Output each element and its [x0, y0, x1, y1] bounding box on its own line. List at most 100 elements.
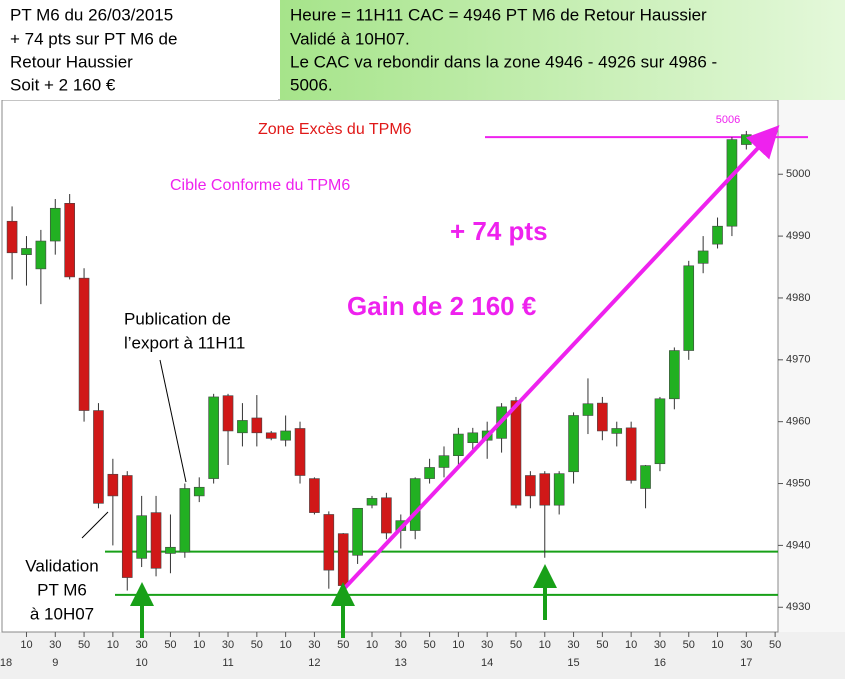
- x-tick-label: 30: [567, 639, 579, 651]
- pointer-line: [81, 511, 109, 539]
- validation-label: à 10H07: [30, 604, 94, 623]
- x-tick-label: 30: [136, 639, 148, 651]
- x-tick-label: 50: [78, 639, 90, 651]
- header-right-line: Heure = 11H11 CAC = 4946 PT M6 de Retour…: [290, 5, 707, 24]
- candle-body: [150, 512, 162, 569]
- x-tick-label: 50: [596, 639, 608, 651]
- x-hour-label: 18: [0, 657, 12, 669]
- candle-body: [337, 533, 349, 586]
- candle-body: [21, 248, 32, 255]
- y-tick-label: 5000: [786, 168, 810, 180]
- candle-body: [539, 473, 551, 506]
- x-hour-label: 10: [136, 657, 148, 669]
- x-tick-label: 50: [683, 639, 695, 651]
- publication-label: Publication de: [124, 309, 231, 328]
- candle-body: [64, 203, 75, 278]
- candle-body: [510, 400, 522, 506]
- x-hour-label: 15: [567, 657, 579, 669]
- candle-body: [568, 415, 579, 473]
- header-right-line: Le CAC va rebondir dans la zone 4946 - 4…: [290, 52, 717, 71]
- y-axis-band: [778, 100, 845, 632]
- candle-body: [121, 475, 133, 578]
- x-hour-label: 13: [395, 657, 407, 669]
- x-tick-label: 50: [164, 639, 176, 651]
- x-tick-label: 30: [654, 639, 666, 651]
- header-left-line: Retour Haussier: [10, 52, 133, 71]
- candle-body: [208, 396, 219, 479]
- candle-body: [323, 514, 335, 571]
- x-tick-label: 30: [740, 639, 752, 651]
- cible-label: Cible Conforme du TPM6: [170, 177, 350, 194]
- candle-body: [611, 428, 623, 434]
- candle-body: [582, 403, 594, 416]
- candle-body: [35, 240, 47, 270]
- x-tick-label: 10: [193, 639, 205, 651]
- y-tick-label: 4940: [786, 539, 810, 551]
- x-hour-label: 12: [308, 657, 320, 669]
- y-tick-label: 4970: [786, 354, 810, 366]
- candle-body: [424, 467, 435, 479]
- x-tick-label: 10: [107, 639, 119, 651]
- candle-body: [280, 430, 291, 441]
- candle-body: [107, 473, 119, 497]
- candle-body: [309, 478, 320, 513]
- pointer-line: [159, 359, 187, 483]
- x-tick-label: 30: [308, 639, 320, 651]
- candle-body: [625, 427, 637, 481]
- x-tick-label: 30: [222, 639, 234, 651]
- candle-body: [265, 432, 277, 439]
- validation-label: Validation: [25, 556, 98, 575]
- zone-label: Zone Excès du TPM6: [258, 121, 412, 138]
- header-left-line: + 74 pts sur PT M6 de: [10, 29, 177, 48]
- candle-body: [697, 250, 709, 264]
- candle-body: [409, 478, 421, 531]
- candle-body: [654, 398, 666, 465]
- header-left-line: Soit + 2 160 €: [10, 75, 116, 94]
- candle-body: [438, 455, 450, 468]
- x-axis-band: [0, 632, 845, 679]
- candle-body: [6, 220, 18, 254]
- candle-body: [467, 432, 479, 444]
- candle-body: [525, 475, 536, 497]
- x-tick-label: 30: [395, 639, 407, 651]
- x-tick-label: 50: [769, 639, 781, 651]
- candle-body: [741, 134, 752, 145]
- x-hour-label: 16: [654, 657, 666, 669]
- pts-label: + 74 pts: [450, 216, 548, 246]
- x-tick-label: 10: [452, 639, 464, 651]
- candle-body: [453, 433, 464, 456]
- x-tick-label: 50: [423, 639, 435, 651]
- y-tick-label: 4960: [786, 416, 810, 428]
- validation-label: PT M6: [37, 580, 87, 599]
- x-tick-label: 50: [251, 639, 263, 651]
- candle-body: [136, 515, 147, 559]
- x-hour-label: 9: [52, 657, 58, 669]
- x-tick-label: 30: [49, 639, 61, 651]
- candle-body: [597, 402, 608, 432]
- y-tick-label: 4930: [786, 601, 810, 613]
- candle-body: [78, 277, 90, 411]
- y-tick-label: 4950: [786, 477, 810, 489]
- y-tick-label: 4980: [786, 292, 810, 304]
- x-hour-label: 11: [222, 657, 233, 669]
- header-right-line: 5006.: [290, 75, 333, 94]
- x-hour-label: 14: [481, 657, 493, 669]
- x-tick-label: 10: [20, 639, 32, 651]
- candle-body: [237, 420, 248, 434]
- candle-body: [251, 417, 263, 434]
- candle-body: [93, 410, 104, 504]
- x-tick-label: 50: [510, 639, 522, 651]
- x-tick-label: 10: [711, 639, 723, 651]
- gain-label: Gain de 2 160 €: [347, 291, 536, 321]
- target-label: 5006: [716, 114, 740, 126]
- candle-body: [712, 225, 723, 245]
- trend-arrow: [338, 125, 780, 595]
- publication-label: l’export à 11H11: [124, 333, 245, 352]
- x-tick-label: 10: [539, 639, 551, 651]
- header-right-box: [280, 0, 845, 100]
- x-tick-label: 30: [481, 639, 493, 651]
- x-tick-label: 50: [337, 639, 349, 651]
- header-left-line: PT M6 du 26/03/2015: [10, 5, 173, 24]
- x-tick-label: 10: [625, 639, 637, 651]
